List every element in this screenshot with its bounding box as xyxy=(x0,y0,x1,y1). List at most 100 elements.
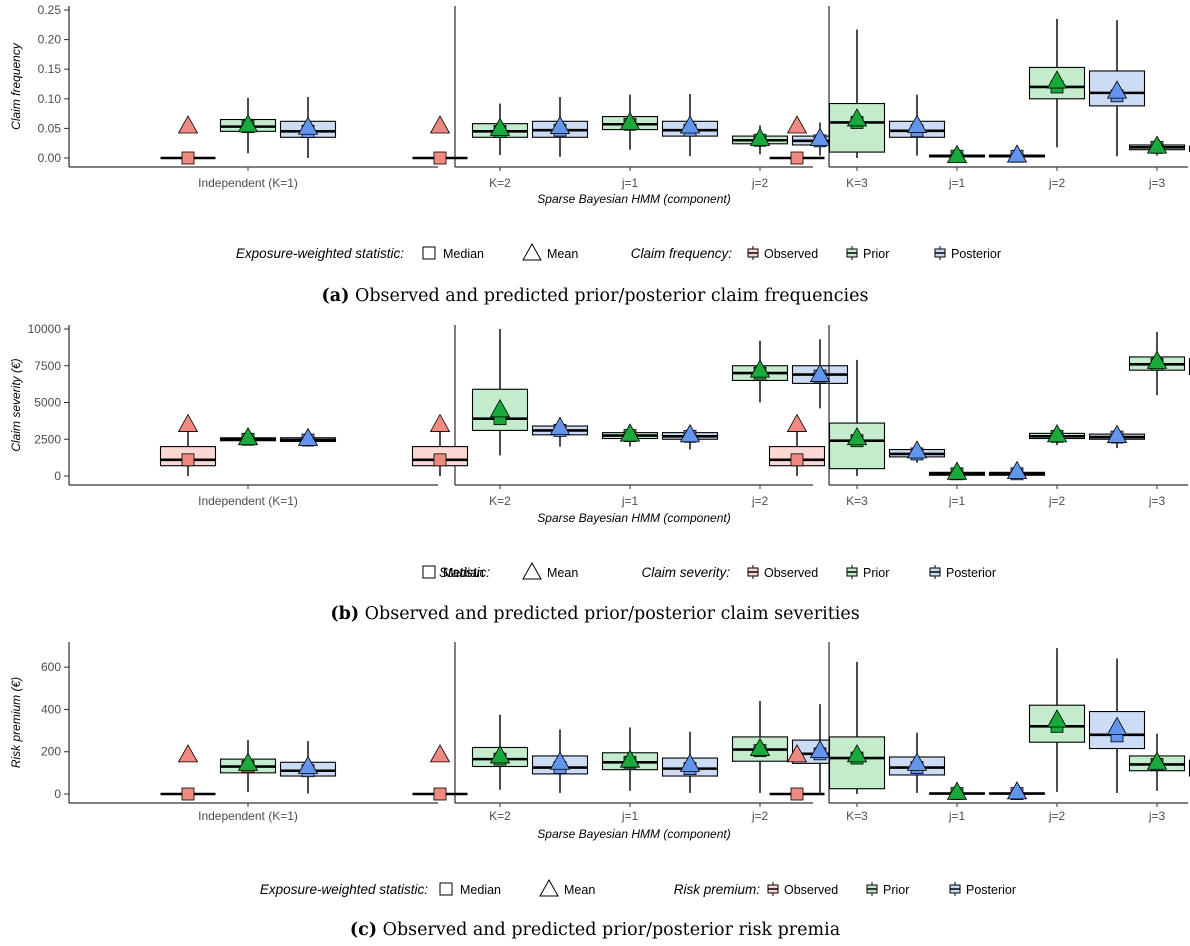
legend: Exposure-weighted statistic: Median Mean Cl… xyxy=(236,242,1001,261)
panel-c: 0 200 400 600 Risk premium (€) Independent (K… xyxy=(9,642,1190,940)
median-point xyxy=(181,787,195,801)
mean-point xyxy=(237,426,259,446)
legend-key-prior xyxy=(846,565,858,579)
mean-point xyxy=(177,115,199,134)
box-posterior xyxy=(888,732,946,793)
box-prior xyxy=(928,144,986,164)
caption-text: Observed and predicted prior/posterior r… xyxy=(377,920,840,940)
mean-point xyxy=(177,744,199,763)
caption-label: (c) xyxy=(350,920,377,940)
mean-point xyxy=(429,744,451,763)
mean-point xyxy=(786,413,808,432)
box-prior xyxy=(731,125,789,155)
legend-median-key xyxy=(422,246,436,260)
mean-point xyxy=(1006,460,1028,479)
mean-point xyxy=(846,108,868,127)
legend-key-posterior xyxy=(934,246,946,260)
box-posterior xyxy=(661,731,719,793)
median-point xyxy=(790,453,804,467)
x-tick-label: K=2 xyxy=(489,494,511,508)
legend-key-prior xyxy=(866,882,878,896)
box-posterior xyxy=(279,427,337,447)
mean-point xyxy=(749,127,771,146)
mean-point xyxy=(946,461,968,480)
legend-median-label: Median xyxy=(443,566,484,580)
y-tick-label: 2500 xyxy=(34,432,61,446)
x-tick-label: j=1 xyxy=(948,176,966,190)
box-posterior xyxy=(888,94,946,156)
mean-point xyxy=(1046,70,1068,89)
facet: K=3 j=1 j=2 j=3 xyxy=(768,325,1190,508)
legend-series-title: Risk premium: xyxy=(674,882,761,897)
box-observed xyxy=(768,413,826,476)
mean-point xyxy=(619,423,641,442)
mean-point xyxy=(1046,424,1068,443)
y-tick-label: 7500 xyxy=(34,359,61,373)
mean-point xyxy=(809,363,831,382)
box-observed xyxy=(160,744,216,801)
mean-point xyxy=(786,744,808,763)
box-observed xyxy=(769,744,825,801)
x-tick-label: Independent (K=1) xyxy=(198,809,298,823)
mean-point xyxy=(297,427,319,446)
mean-point xyxy=(297,116,319,135)
mean-point xyxy=(619,111,641,130)
x-tick-label: j=3 xyxy=(1148,809,1166,823)
mean-point xyxy=(946,144,968,164)
x-tick-label: K=2 xyxy=(489,809,511,823)
x-tick-label: j=2 xyxy=(1048,809,1066,823)
legend-mean-label: Mean xyxy=(547,247,578,261)
legend-median-key xyxy=(439,882,453,896)
legend-statistic-title: Exposure-weighted statistic: xyxy=(236,246,404,261)
x-tick-label: j=1 xyxy=(621,809,639,823)
box-prior xyxy=(828,359,886,476)
x-tick-label: K=3 xyxy=(846,176,868,190)
box-posterior xyxy=(988,781,1046,800)
box-posterior xyxy=(791,122,849,156)
legend-observed-label: Observed xyxy=(764,566,818,580)
box-prior xyxy=(601,423,659,447)
y-tick-label: 0.20 xyxy=(38,33,62,47)
mean-point xyxy=(679,753,701,772)
legend-key-observed xyxy=(747,246,759,260)
mean-point xyxy=(749,737,771,756)
facet-x-label: Sparse Bayesian HMM (component) xyxy=(537,192,730,206)
median-point xyxy=(181,151,195,165)
facet: K=3 j=1 j=2 j=3 xyxy=(769,6,1190,190)
legend: Exposure-weighted statistic: Median Mean Ri… xyxy=(260,878,1016,897)
y-tick-label: 0.15 xyxy=(38,62,62,76)
legend-mean-label: Mean xyxy=(564,883,595,897)
legend-observed-label: Observed xyxy=(784,883,838,897)
x-tick-label: j=2 xyxy=(1048,176,1066,190)
mean-point xyxy=(846,426,868,446)
y-axis-label: Claim frequency xyxy=(9,42,23,130)
panel-b: 0 2500 5000 7500 10000 Claim severity (€) Inde… xyxy=(9,322,1190,624)
legend-posterior-label: Posterior xyxy=(966,883,1016,897)
box-prior xyxy=(1128,331,1186,396)
box-posterior xyxy=(279,741,337,794)
mean-point xyxy=(786,115,808,134)
box-posterior xyxy=(988,460,1046,481)
legend-key-observed xyxy=(767,882,779,896)
x-tick-label: j=2 xyxy=(1048,494,1066,508)
y-tick-label: 0.05 xyxy=(38,121,62,135)
mean-point xyxy=(489,399,511,418)
legend-median-label: Median xyxy=(460,883,501,897)
x-tick-label: j=3 xyxy=(1148,176,1166,190)
box-prior xyxy=(928,461,986,481)
box-prior xyxy=(219,97,277,154)
box-prior xyxy=(601,94,659,150)
box-prior xyxy=(731,700,789,793)
y-tick-label: 600 xyxy=(41,660,61,674)
mean-point xyxy=(177,413,199,432)
legend-key-posterior xyxy=(929,565,941,579)
mean-point xyxy=(946,781,968,800)
median-point xyxy=(433,787,447,801)
mean-point xyxy=(846,744,868,763)
box-prior xyxy=(219,740,277,792)
mean-point xyxy=(429,115,451,134)
box-posterior xyxy=(279,97,337,158)
facet: Independent (K=1) xyxy=(68,6,438,190)
box-prior xyxy=(471,329,529,456)
mean-point xyxy=(1106,424,1128,443)
